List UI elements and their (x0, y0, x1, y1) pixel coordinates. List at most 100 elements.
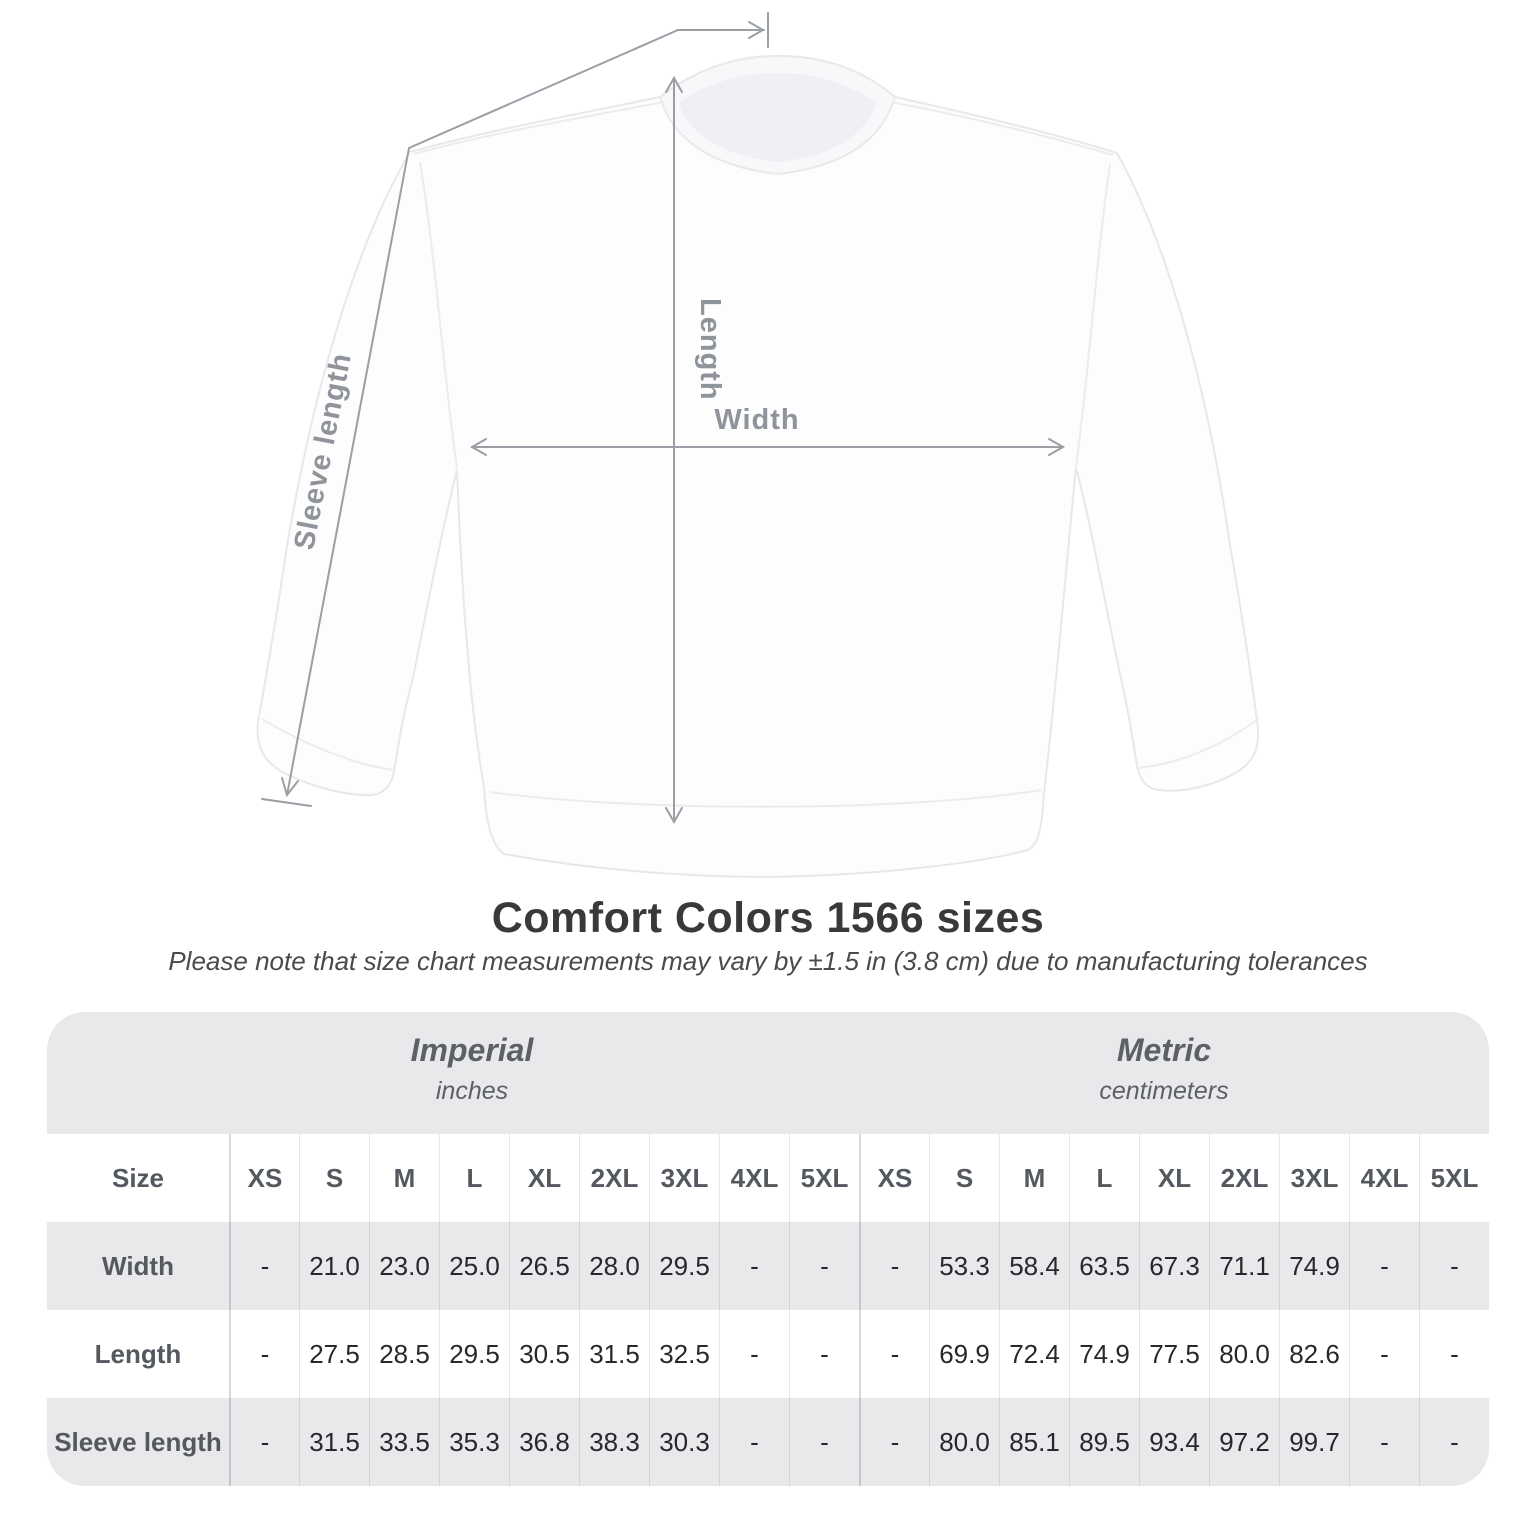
table-cell: 80.0 (929, 1398, 999, 1486)
table-cell: 25.0 (439, 1222, 509, 1310)
metric-unit: centimeters (1099, 1077, 1229, 1105)
imperial-label: Imperial (410, 1032, 534, 1068)
tolerance-note: Please note that size chart measurements… (168, 946, 1368, 976)
metric-unit-group: Metric centimeters (1099, 1032, 1228, 1106)
size-column-header: XS (229, 1134, 299, 1222)
table-cell: 31.5 (299, 1398, 369, 1486)
measurement-lines (261, 12, 1066, 825)
sleeve-arrow-end (281, 777, 299, 798)
size-table: Imperial inches Metric centimeters Size X… (47, 1012, 1489, 1486)
table-cell: 77.5 (1139, 1310, 1209, 1398)
table-cell: 27.5 (299, 1310, 369, 1398)
width-arrow-left (469, 438, 487, 456)
size-column-header: XS (859, 1134, 929, 1222)
table-cell: 99.7 (1279, 1398, 1349, 1486)
table-row: Length -27.5 28.5 29.5 30.5 31.5 32.5- - -69.9 72… (47, 1310, 1489, 1398)
size-header-row: Size XS S M L XL 2XL 3XL 4XL 5XL XS S M L XL 2XL 3XL 4XL 5… (47, 1134, 1489, 1222)
table-cell: - (719, 1222, 789, 1310)
size-column-header: 2XL (579, 1134, 649, 1222)
table-row: Width -21.0 23.0 25.0 26.5 28.0 29.5- - -53.3 58.… (47, 1222, 1489, 1310)
table-cell: 35.3 (439, 1398, 509, 1486)
sleeve-arrow-top (748, 21, 766, 39)
width-label: Width (714, 404, 799, 436)
table-cell: 93.4 (1139, 1398, 1209, 1486)
table-cell: 80.0 (1209, 1310, 1279, 1398)
size-column-header: 4XL (1349, 1134, 1419, 1222)
units-band: Imperial inches Metric centimeters (47, 1012, 1489, 1134)
table-cell: 33.5 (369, 1398, 439, 1486)
sleeve-end-tick (261, 798, 312, 807)
width-arrow-right (1048, 438, 1066, 456)
table-cell: - (1349, 1310, 1419, 1398)
table-cell: 28.5 (369, 1310, 439, 1398)
table-cell: 97.2 (1209, 1398, 1279, 1486)
sweatshirt-neck-opening (678, 73, 877, 162)
page-title: Comfort Colors 1566 sizes (491, 894, 1045, 942)
table-cell: - (859, 1222, 929, 1310)
row-label: Length (94, 1338, 182, 1369)
sweatshirt-body (256, 55, 1260, 878)
table-cell: 31.5 (579, 1310, 649, 1398)
table-cell: 29.5 (649, 1222, 719, 1310)
size-header-cell: Size (111, 1162, 165, 1193)
table-cell: - (1419, 1310, 1489, 1398)
sweatshirt-diagram-svg: Length Width Sleeve length (256, 12, 1260, 878)
table-cell: 74.9 (1069, 1310, 1139, 1398)
size-column-header: XL (509, 1134, 579, 1222)
table-body: Size XS S M L XL 2XL 3XL 4XL 5XL XS S M L XL 2XL 3XL 4XL 5… (47, 1134, 1489, 1486)
table-cell: 21.0 (299, 1222, 369, 1310)
table-cell: 26.5 (509, 1222, 579, 1310)
table-cell: - (789, 1310, 859, 1398)
table-cell: 72.4 (999, 1310, 1069, 1398)
sleeve-diagonal-1 (408, 29, 679, 149)
table-cell: 71.1 (1209, 1222, 1279, 1310)
size-column-header: 3XL (649, 1134, 719, 1222)
size-column-header: S (299, 1134, 369, 1222)
table-row: Sleeve length -31.5 33.5 35.3 36.8 38.3 30.3- -… (47, 1398, 1489, 1486)
imperial-unit-group: Imperial inches (411, 1032, 534, 1106)
table-cell: 69.9 (929, 1310, 999, 1398)
length-arrow-bottom (665, 807, 683, 825)
table-cell: 67.3 (1139, 1222, 1209, 1310)
table-cell: 28.0 (579, 1222, 649, 1310)
table-cell: - (229, 1398, 299, 1486)
size-column-header: 2XL (1209, 1134, 1279, 1222)
table-cell: - (859, 1398, 929, 1486)
metric-label: Metric (1116, 1032, 1212, 1068)
table-cell: 38.3 (579, 1398, 649, 1486)
table-cell: 36.8 (509, 1398, 579, 1486)
size-column-header: S (929, 1134, 999, 1222)
size-column-header: 5XL (789, 1134, 859, 1222)
length-arrow-top (665, 75, 683, 93)
table-cell: - (1419, 1398, 1489, 1486)
table-cell: 32.5 (649, 1310, 719, 1398)
table-cell: 74.9 (1279, 1222, 1349, 1310)
table-cell: - (719, 1310, 789, 1398)
table-cell: 53.3 (929, 1222, 999, 1310)
sweatshirt-seams (261, 101, 1259, 808)
table-cell: - (789, 1398, 859, 1486)
imperial-unit: inches (435, 1077, 509, 1105)
table-cell: - (719, 1398, 789, 1486)
table-cell: 30.5 (509, 1310, 579, 1398)
table-cell: - (229, 1222, 299, 1310)
table-cell: 23.0 (369, 1222, 439, 1310)
size-column-header: L (439, 1134, 509, 1222)
length-label: Length (694, 298, 726, 401)
row-label: Width (102, 1250, 174, 1281)
table-cell: 30.3 (649, 1398, 719, 1486)
size-column-header: M (369, 1134, 439, 1222)
size-column-header: M (999, 1134, 1069, 1222)
table-cell: - (229, 1310, 299, 1398)
size-column-header: L (1069, 1134, 1139, 1222)
table-cell: 89.5 (1069, 1398, 1139, 1486)
size-column-header: 3XL (1279, 1134, 1349, 1222)
garment-measurement-diagram: Length Width Sleeve length (256, 12, 1260, 878)
table-cell: 58.4 (999, 1222, 1069, 1310)
table-cell: 85.1 (999, 1398, 1069, 1486)
size-column-header: XL (1139, 1134, 1209, 1222)
table-cell: 63.5 (1069, 1222, 1139, 1310)
size-column-header: 4XL (719, 1134, 789, 1222)
table-cell: 29.5 (439, 1310, 509, 1398)
